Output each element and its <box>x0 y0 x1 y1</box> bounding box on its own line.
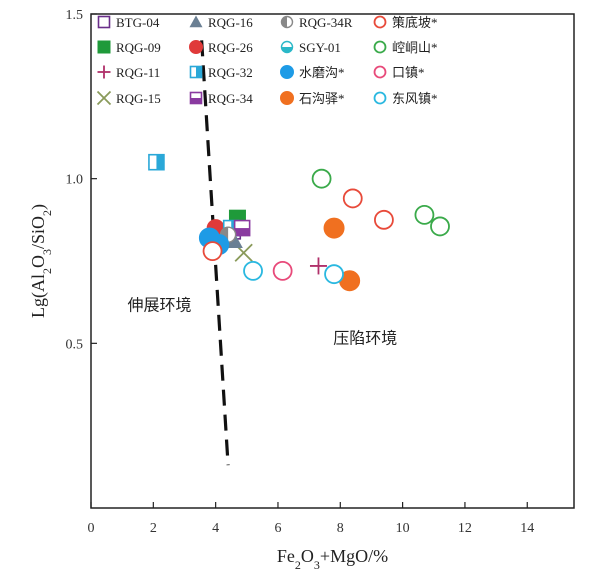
legend-label: RQG-15 <box>116 91 161 106</box>
data-point <box>430 216 450 237</box>
data-points <box>148 153 450 292</box>
data-point <box>225 232 243 249</box>
x-tick-label: 6 <box>274 521 281 536</box>
legend-marker <box>373 65 387 79</box>
legend-label: RQG-34 <box>208 91 253 106</box>
data-point <box>309 257 327 275</box>
y-tick-label: 1.5 <box>66 8 84 23</box>
data-point <box>311 168 332 189</box>
legend-marker <box>189 15 203 28</box>
legend-label: 策底坡* <box>392 15 438 30</box>
legend-label: RQG-09 <box>116 40 161 55</box>
legend-label: 口镇* <box>392 65 425 80</box>
legend-marker <box>189 91 203 105</box>
legend-label: 水磨沟* <box>299 65 345 80</box>
data-point <box>323 217 345 239</box>
data-point <box>202 241 223 262</box>
x-tick-label: 12 <box>458 521 472 536</box>
data-point <box>243 260 263 281</box>
legend-marker <box>373 40 387 54</box>
legend-label: BTG-04 <box>116 15 160 30</box>
legend-marker <box>96 90 112 106</box>
legend-marker <box>189 40 203 54</box>
data-point <box>272 260 293 281</box>
data-point <box>342 188 363 209</box>
legend-marker <box>97 65 111 79</box>
x-tick-label: 2 <box>150 521 157 536</box>
legend-label: RQG-16 <box>208 15 253 30</box>
legend-marker <box>280 15 294 29</box>
x-tick-label: 10 <box>396 521 410 536</box>
legend-marker <box>97 15 111 29</box>
legend-marker <box>280 65 294 79</box>
y-axis-title: Lg(Al2O3/SiO2) <box>28 204 54 318</box>
x-axis-title: Fe2O3+MgO/% <box>277 546 388 572</box>
legend-marker <box>280 91 294 105</box>
plot-border <box>90 13 575 509</box>
axis-titles: Fe2O3+MgO/% Lg(Al2O3/SiO2) <box>28 204 388 572</box>
legend: BTG-04 RQG-09 RQG-11 RQG-15 RQG-16 RQG-26 RQG-… <box>96 15 438 106</box>
legend-label: RQG-32 <box>208 65 253 80</box>
y-tick-label: 0.5 <box>66 337 84 352</box>
legend-label: RQG-34R <box>299 15 353 30</box>
plot-frame <box>90 13 575 509</box>
x-tick-label: 0 <box>88 521 95 536</box>
x-tick-label: 14 <box>520 521 534 536</box>
legend-label: 崆峒山* <box>392 40 438 55</box>
region-label: 伸展环境 <box>128 295 192 314</box>
legend-label: RQG-11 <box>116 65 160 80</box>
legend-marker <box>373 15 387 29</box>
legend-marker <box>280 40 294 54</box>
x-tick-label: 8 <box>337 521 344 536</box>
data-point <box>374 209 394 230</box>
y-tick-label: 1.0 <box>66 173 84 188</box>
legend-marker <box>189 65 203 79</box>
data-point <box>324 264 344 285</box>
legend-marker <box>373 91 387 105</box>
region-label: 压陷环境 <box>333 328 397 347</box>
data-point <box>414 204 435 225</box>
legend-label: RQG-26 <box>208 40 253 55</box>
legend-label: 石沟驿* <box>299 91 345 106</box>
legend-label: SGY-01 <box>299 40 341 55</box>
legend-marker <box>97 40 111 54</box>
legend-label: 东风镇* <box>392 91 438 106</box>
data-point <box>233 219 251 237</box>
data-point <box>148 153 165 171</box>
x-tick-label: 4 <box>212 521 219 536</box>
axis-ticks: 0 2 4 6 8 10 12 14 0.5 1.0 1.5 <box>66 8 535 536</box>
